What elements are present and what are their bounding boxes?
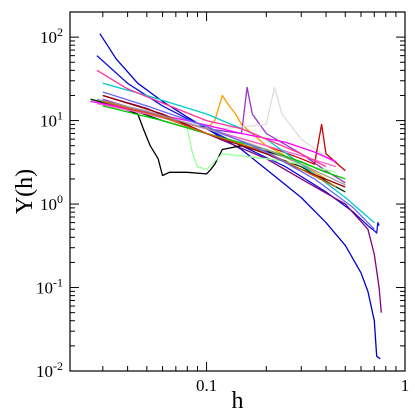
- series-line-19: [96, 69, 327, 168]
- series-line-18: [102, 91, 375, 230]
- tick-labels: 0.1 1 102 101 100 10-1 10-2: [36, 25, 409, 395]
- series-line-1: [99, 33, 381, 360]
- x-tick-label: 0.1: [196, 376, 217, 395]
- series-line-13: [186, 128, 337, 173]
- y-tick-label: 10-1: [36, 276, 63, 298]
- ticks-layer: [70, 11, 406, 372]
- y-tick-label: 102: [40, 25, 63, 47]
- y-axis-label: Υ(h): [12, 169, 38, 214]
- y-tick-label: 10-2: [36, 359, 63, 381]
- series-line-17: [102, 100, 337, 188]
- y-tick-label: 100: [40, 192, 63, 214]
- y-tick-label: 101: [40, 109, 63, 131]
- series-line-8: [102, 86, 337, 165]
- series-line-15: [102, 94, 346, 188]
- x-tick-label: 1: [401, 376, 410, 395]
- series-line-5: [90, 98, 346, 193]
- x-axis-label: h: [232, 388, 244, 414]
- plot-frame: [69, 11, 406, 372]
- series-line-2: [96, 55, 380, 234]
- series-layer: [90, 33, 382, 360]
